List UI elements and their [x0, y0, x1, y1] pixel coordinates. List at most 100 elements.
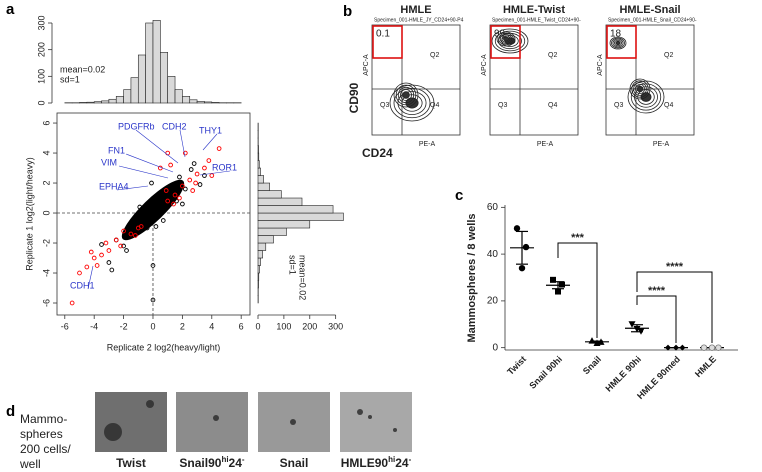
quadrant-label: Q4: [664, 102, 673, 109]
point: [180, 201, 185, 207]
data-point: [593, 339, 601, 346]
hist-bar: [257, 280, 259, 289]
y-tick-label: 0: [41, 211, 51, 216]
image-label: HMLE90hi24-: [341, 455, 412, 471]
micrograph: [95, 392, 167, 452]
y-tick-label: 200: [36, 42, 46, 57]
point: [128, 231, 134, 237]
y-tick-label: 2: [41, 181, 51, 186]
hist-bar: [257, 145, 259, 154]
plot-frame: [489, 24, 579, 136]
label-part: -: [409, 455, 412, 464]
hist-bar: [196, 101, 205, 104]
sphere: [357, 409, 363, 415]
point: [209, 173, 215, 178]
y-tick-label: 6: [41, 121, 51, 126]
density-contour: [397, 91, 427, 115]
axis-label: PE-A: [537, 141, 554, 148]
x-tick-label: 4: [209, 321, 214, 331]
density-contour: [612, 38, 624, 48]
point: [163, 192, 169, 198]
y-axis-label: Mammospheres / 8 wells: [466, 214, 478, 343]
hist-bar: [257, 197, 303, 206]
x-axis-label: Replicate 2 log2(heavy/light): [107, 342, 221, 352]
marker-label: CD24: [362, 146, 393, 160]
plot-title: HMLE-Twist: [503, 4, 565, 16]
y-tick-label: -6: [41, 299, 51, 307]
stat-label: mean=0.02: [298, 255, 308, 300]
density-contour: [393, 87, 431, 119]
plot-frame: [605, 24, 695, 136]
sig-label: ****: [666, 261, 684, 273]
point: [91, 255, 97, 261]
plot-frame: [371, 24, 461, 136]
point: [171, 182, 176, 187]
density-contour: [609, 36, 627, 50]
hist-bar: [257, 175, 264, 184]
point: [202, 173, 207, 178]
leader-line: [199, 170, 231, 176]
point: [177, 174, 182, 180]
y-tick-label: -2: [41, 239, 51, 247]
y-tick-label: 0: [492, 342, 498, 353]
y-tick-label: 40: [487, 249, 499, 260]
data-point: [513, 225, 521, 232]
marker-label: CD90: [347, 82, 361, 113]
quadrant-label: Q3: [380, 102, 389, 109]
y-tick-label: 0: [36, 100, 46, 105]
gene-label: CDH1: [70, 280, 95, 290]
quadrant-label: Q2: [548, 52, 557, 59]
density-contour: [395, 84, 417, 106]
quadrant-label: Q3: [614, 102, 623, 109]
axis-label: PE-A: [419, 141, 436, 148]
label-part: Twist: [116, 456, 146, 470]
caption: well: [19, 457, 41, 471]
sig-bracket: [557, 242, 598, 338]
leader-line: [118, 165, 169, 179]
sphere: [104, 423, 122, 441]
data-point: [679, 344, 686, 351]
x-tick-label: 6: [239, 321, 244, 331]
density-contour: [613, 39, 623, 47]
point: [84, 264, 90, 270]
leader-line: [179, 129, 186, 158]
x-tick-label: Twist: [505, 354, 528, 377]
hist-bar: [204, 101, 213, 104]
point: [149, 180, 154, 186]
point: [141, 212, 147, 217]
point: [109, 267, 115, 273]
micrograph: [176, 392, 248, 452]
point: [194, 171, 200, 177]
x-tick-label: -2: [120, 321, 128, 331]
point: [137, 204, 143, 210]
point: [69, 300, 75, 306]
x-tick-label: 0: [255, 321, 260, 331]
point: [172, 192, 178, 198]
y-tick-label: -4: [41, 269, 51, 277]
image-label: Snail90hi24-: [179, 455, 245, 471]
density-contour: [611, 37, 625, 49]
leader-line: [87, 265, 94, 290]
hist-bar: [137, 54, 146, 104]
specimen: Specimen_001-HMLE_Twist_CD24+90-: [492, 17, 581, 23]
hist-bar: [257, 227, 287, 236]
point: [121, 243, 126, 249]
q1-gate: [372, 25, 403, 59]
point: [197, 182, 203, 187]
point: [94, 263, 100, 268]
point: [159, 201, 165, 207]
axis-label: PE-A: [653, 141, 670, 148]
plot-frame: [56, 112, 251, 316]
point: [165, 198, 171, 204]
image-label: Snail: [280, 456, 309, 470]
sig-label: ****: [648, 285, 666, 297]
y-tick-label: 100: [36, 69, 46, 84]
data-point: [588, 337, 596, 344]
density-contour: [393, 82, 419, 108]
label-part: -: [242, 455, 245, 464]
density-contour: [615, 40, 621, 46]
point: [138, 224, 144, 229]
specimen: Specimen_001-HMLE_JY_CD24+90-P4: [374, 17, 464, 23]
data-point: [597, 338, 605, 345]
y-tick-label: 4: [41, 151, 51, 156]
